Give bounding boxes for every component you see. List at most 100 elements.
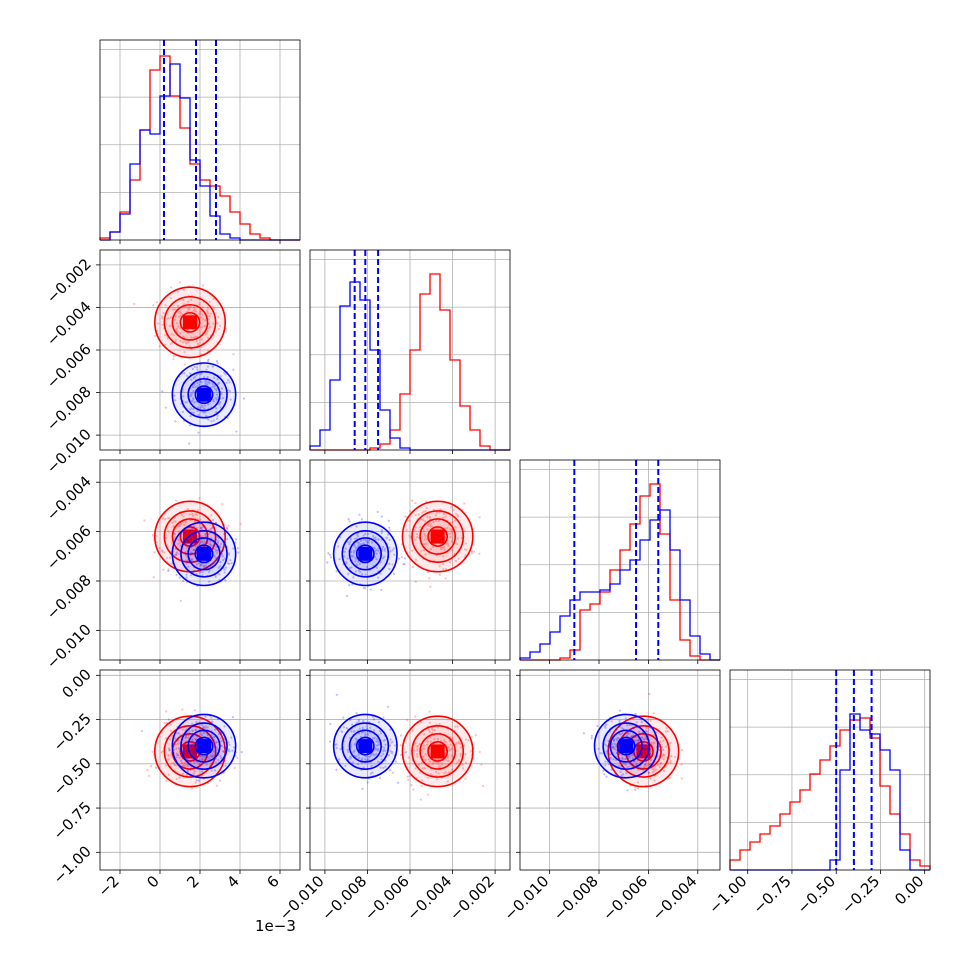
y-tick-label: −0.75 [50, 798, 95, 843]
scatter-point [352, 576, 355, 579]
scatter-point [201, 326, 204, 329]
scatter-point [207, 564, 210, 568]
scatter-point [194, 336, 197, 339]
scatter-point [198, 303, 201, 306]
scatter-point [353, 537, 357, 540]
scatter-point [473, 550, 476, 553]
scatter-point [379, 572, 382, 575]
scatter-point [231, 716, 234, 719]
scatter-point [192, 386, 195, 389]
scatter-point [429, 548, 433, 551]
scatter-point [178, 315, 181, 318]
scatter-point [429, 525, 432, 528]
scatter-point [216, 540, 219, 543]
scatter-point [346, 557, 349, 560]
scatter-point [183, 762, 186, 765]
scatter-point [179, 544, 183, 547]
scatter-point [172, 748, 176, 751]
scatter-point [192, 743, 195, 746]
scatter-point [182, 335, 185, 338]
scatter-point [197, 414, 200, 417]
scatter-point [194, 752, 198, 755]
scatter-point [463, 548, 467, 551]
scatter-point [328, 740, 332, 743]
scatter-point [434, 527, 437, 530]
scatter-point [365, 565, 369, 569]
scatter-point [213, 387, 217, 391]
scatter-point [163, 721, 166, 724]
scatter-point [179, 314, 182, 317]
scatter-point [192, 548, 195, 552]
scatter-point [205, 763, 208, 766]
scatter-point [372, 534, 375, 538]
scatter-point [160, 751, 163, 754]
scatter-point [199, 527, 203, 530]
scatter-point [140, 729, 143, 733]
scatter-point [223, 532, 226, 536]
scatter-point [186, 751, 189, 754]
scatter-point [457, 557, 460, 560]
y-tick-label: −0.010 [43, 620, 95, 672]
scatter-point [201, 770, 204, 773]
scatter-point [227, 553, 230, 556]
scatter-point [188, 345, 191, 348]
x-tick-label: −0.75 [750, 872, 795, 917]
scatter-point [173, 764, 176, 767]
scatter-point [442, 555, 445, 558]
scatter-point [207, 358, 210, 361]
scatter-point [213, 562, 216, 565]
scatter-point [184, 736, 187, 739]
scatter-point [226, 537, 229, 541]
scatter-point [200, 540, 204, 544]
scatter-point [201, 405, 204, 408]
scatter-point [210, 544, 213, 547]
y-tick-label: −0.25 [50, 710, 95, 755]
scatter-point [170, 562, 173, 565]
scatter-point [351, 555, 354, 558]
scatter-point [174, 399, 177, 402]
scatter-point [183, 305, 187, 309]
scatter-point [208, 580, 211, 583]
scatter-point [424, 543, 427, 546]
scatter-point [216, 382, 220, 386]
scatter-point [596, 724, 599, 728]
scatter-point [212, 735, 215, 739]
scatter-point [409, 510, 412, 513]
scatter-point [176, 325, 180, 328]
scatter-point [198, 763, 201, 766]
scatter-point [211, 754, 215, 757]
scatter-point [193, 709, 196, 712]
scatter-point [451, 521, 454, 524]
scatter-point [195, 340, 198, 343]
scatter-point [391, 771, 395, 774]
scatter-point [213, 744, 216, 747]
scatter-point [446, 759, 449, 762]
scatter-point [186, 770, 189, 773]
scatter-point [216, 362, 219, 365]
scatter-point [220, 744, 224, 747]
scatter-point [355, 525, 358, 528]
scatter-point [196, 544, 200, 547]
scatter-point [404, 751, 407, 754]
scatter-point [171, 761, 174, 765]
scatter-point [213, 735, 216, 739]
scatter-point [172, 334, 175, 337]
density-peak-series-0 [430, 529, 445, 544]
scatter-point [392, 572, 396, 575]
scatter-point [177, 747, 180, 750]
scatter-point [189, 408, 192, 411]
scatter-point [184, 521, 187, 524]
scatter-point [181, 341, 185, 344]
x-tick-label: 0.00 [891, 872, 927, 908]
scatter-point [195, 366, 199, 369]
scatter-point [212, 306, 215, 309]
scatter-point [157, 322, 160, 325]
scatter-point [481, 784, 485, 788]
scatter-point [223, 746, 226, 749]
scatter-point [634, 712, 637, 715]
scatter-point [209, 755, 212, 758]
scatter-point [209, 736, 212, 739]
scatter-point [168, 749, 171, 752]
scatter-point [388, 562, 391, 566]
scatter-point [189, 527, 192, 530]
